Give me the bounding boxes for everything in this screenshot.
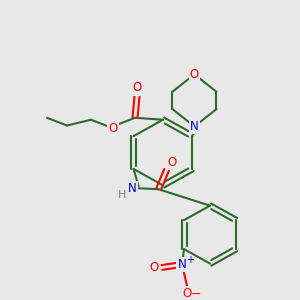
Text: N: N <box>128 182 137 195</box>
Text: O: O <box>167 156 176 169</box>
Text: H: H <box>118 190 127 200</box>
Text: O: O <box>182 287 192 300</box>
Text: O: O <box>149 261 159 274</box>
Text: N: N <box>190 120 199 133</box>
Text: N: N <box>178 258 186 271</box>
Text: O: O <box>190 68 199 81</box>
Text: O: O <box>132 81 142 94</box>
Text: −: − <box>191 288 201 300</box>
Text: O: O <box>108 122 118 135</box>
Text: +: + <box>186 255 194 265</box>
